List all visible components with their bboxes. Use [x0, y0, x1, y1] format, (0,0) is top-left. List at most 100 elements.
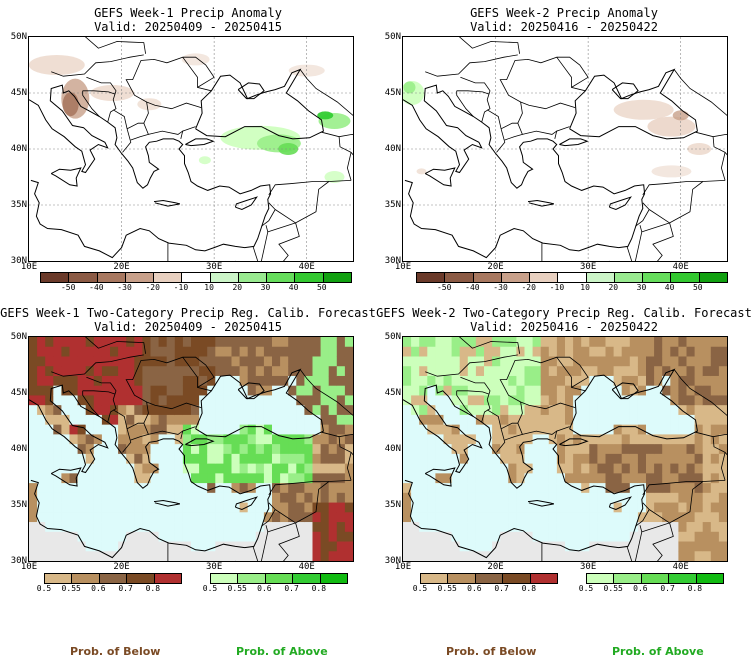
latitude-label: 35N [384, 200, 401, 210]
colorbar-tick-label: 40 [288, 283, 299, 292]
latitude-label: 40N [384, 444, 401, 454]
colorbar-swatch [320, 574, 348, 583]
longitude-label: 30E [206, 562, 223, 572]
colorbar-swatch [699, 273, 727, 282]
above-legend-title: Prob. of Above [612, 645, 704, 658]
colorbar [416, 272, 728, 283]
colorbar-swatch [323, 273, 351, 282]
latitude-label: 50N [10, 32, 27, 42]
latitude-label: 30N [10, 256, 27, 266]
colorbar-swatch [41, 273, 70, 282]
colorbar-tick-label: 50 [692, 283, 703, 292]
latitude-label: 40N [10, 444, 27, 454]
colorbar [40, 272, 352, 283]
colorbar-tick-label: 0.55 [603, 584, 623, 593]
probability-map: 50N 45N 40N 35N 30N 10E 20E 30E 40E [385, 332, 728, 572]
week2-probability-panel: GEFS Week-2 Two-Category Precip Reg. Cal… [376, 300, 752, 600]
colorbar-swatch [641, 574, 670, 583]
colorbar-tick-label: 0.5 [412, 584, 428, 593]
colorbar-swatch [501, 273, 531, 282]
latitude-label: 45N [10, 88, 27, 98]
colorbar-swatch [448, 574, 476, 583]
latitude-label: 30N [384, 256, 401, 266]
longitude-label: 30E [580, 262, 597, 272]
colorbar-tick-label: -40 [89, 283, 104, 292]
colorbar-tick-label: 30 [636, 283, 647, 292]
latitude-label: 45N [384, 388, 401, 398]
colorbar-swatch [696, 574, 724, 583]
colorbar-tick-label: 0.55 [227, 584, 247, 593]
colorbar-swatch [72, 574, 100, 583]
colorbar-swatch [417, 273, 446, 282]
colorbar-swatch [421, 574, 449, 583]
colorbar-tick-label: 0.7 [494, 584, 509, 593]
panel-title: GEFS Week-1 Two-Category Precip Reg. Cal… [0, 306, 376, 320]
colorbar-tick-label: 0.6 [467, 584, 482, 593]
panel-valid-dates: Valid: 20250416 - 20250422 [470, 20, 658, 34]
colorbar-tick-label: 50 [316, 283, 327, 292]
longitude-label: 20E [113, 562, 130, 572]
colorbar-tick-label: 0.6 [91, 584, 106, 593]
latitude-label: 35N [10, 200, 27, 210]
week2-anomaly-panel: GEFS Week-2 Precip Anomaly Valid: 202504… [376, 0, 752, 300]
probability-map: 50N 45N 40N 35N 30N 10E 20E 30E 40E [11, 332, 354, 572]
panel-valid-dates: Valid: 20250409 - 20250415 [94, 320, 282, 334]
latitude-label: 35N [384, 500, 401, 510]
colorbar-tick-label: 10 [580, 283, 590, 292]
colorbar-tick-label: -30 [117, 283, 132, 292]
colorbar-swatch [671, 273, 700, 282]
below-legend-title: Prob. of Below [70, 645, 161, 658]
longitude-label: 40E [672, 562, 689, 572]
colorbar-tick-label: -10 [173, 283, 189, 292]
anomaly-map-canvas [29, 37, 353, 261]
colorbar-tick-label: -50 [60, 283, 76, 292]
colorbar [586, 573, 724, 584]
colorbar-tick-label: 10 [204, 283, 214, 292]
colorbar [420, 573, 558, 584]
colorbar-swatch [643, 273, 672, 282]
latitude-label: 50N [10, 332, 27, 342]
latitude-label: 45N [10, 388, 27, 398]
colorbar-tick-label: 0.8 [145, 584, 161, 593]
colorbar-swatch [587, 574, 615, 583]
anomaly-map-canvas [403, 37, 727, 261]
colorbar-swatch [238, 273, 268, 282]
colorbar-swatch [445, 273, 474, 282]
colorbar-swatch [127, 574, 155, 583]
colorbar-tick-label: 20 [232, 283, 243, 292]
colorbar-swatch [267, 273, 296, 282]
latitude-label: 45N [384, 88, 401, 98]
colorbar [210, 573, 348, 584]
colorbar-tick-label: -30 [493, 283, 508, 292]
colorbar-swatch [293, 574, 321, 583]
colorbar-swatch [614, 574, 642, 583]
longitude-label: 20E [113, 262, 130, 272]
colorbar-swatch [614, 273, 644, 282]
week1-anomaly-panel: GEFS Week-1 Precip Anomaly Valid: 202504… [0, 0, 376, 300]
colorbar-swatch [125, 273, 155, 282]
latitude-label: 40N [10, 144, 27, 154]
colorbar-tick-label: 0.7 [284, 584, 299, 593]
longitude-label: 30E [206, 262, 223, 272]
colorbar-swatch [154, 574, 182, 583]
week1-probability-panel: GEFS Week-1 Two-Category Precip Reg. Cal… [0, 300, 376, 600]
longitude-label: 30E [580, 562, 597, 572]
panel-valid-dates: Valid: 20250409 - 20250415 [94, 20, 282, 34]
colorbar-tick-label: 0.8 [311, 584, 327, 593]
anomaly-map: 50N 45N 40N 35N 30N 10E 20E 30E 40E [385, 32, 728, 272]
panel-valid-dates: Valid: 20250416 - 20250422 [470, 320, 658, 334]
colorbar-swatch [473, 273, 502, 282]
colorbar-tick-label: 0.5 [36, 584, 52, 593]
above-legend-title: Prob. of Above [236, 645, 328, 658]
longitude-label: 40E [298, 562, 315, 572]
colorbar-swatch [238, 574, 266, 583]
colorbar-tick-label: 0.55 [437, 584, 457, 593]
longitude-label: 10E [20, 262, 38, 272]
colorbar-tick-label: 0.8 [687, 584, 703, 593]
colorbar-swatch [530, 574, 558, 583]
panel-title: GEFS Week-2 Two-Category Precip Reg. Cal… [376, 306, 752, 320]
colorbar-swatch [475, 574, 504, 583]
latitude-label: 35N [10, 500, 27, 510]
colorbar-swatch [530, 273, 559, 282]
probability-map-canvas [29, 337, 353, 561]
